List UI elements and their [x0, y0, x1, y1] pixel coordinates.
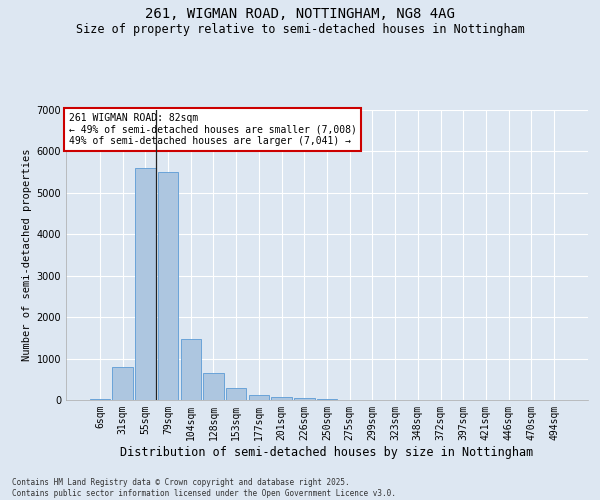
Bar — [294, 398, 314, 400]
Bar — [90, 399, 110, 400]
Bar — [203, 373, 224, 400]
Text: Size of property relative to semi-detached houses in Nottingham: Size of property relative to semi-detach… — [76, 22, 524, 36]
Bar — [248, 394, 269, 400]
Text: Contains HM Land Registry data © Crown copyright and database right 2025.
Contai: Contains HM Land Registry data © Crown c… — [12, 478, 396, 498]
Bar — [317, 399, 337, 400]
Y-axis label: Number of semi-detached properties: Number of semi-detached properties — [22, 149, 32, 361]
Bar — [112, 367, 133, 400]
X-axis label: Distribution of semi-detached houses by size in Nottingham: Distribution of semi-detached houses by … — [121, 446, 533, 458]
Bar — [181, 338, 201, 400]
Bar — [135, 168, 155, 400]
Bar — [271, 396, 292, 400]
Text: 261 WIGMAN ROAD: 82sqm
← 49% of semi-detached houses are smaller (7,008)
49% of : 261 WIGMAN ROAD: 82sqm ← 49% of semi-det… — [68, 113, 356, 146]
Bar — [226, 388, 247, 400]
Text: 261, WIGMAN ROAD, NOTTINGHAM, NG8 4AG: 261, WIGMAN ROAD, NOTTINGHAM, NG8 4AG — [145, 8, 455, 22]
Bar — [158, 172, 178, 400]
